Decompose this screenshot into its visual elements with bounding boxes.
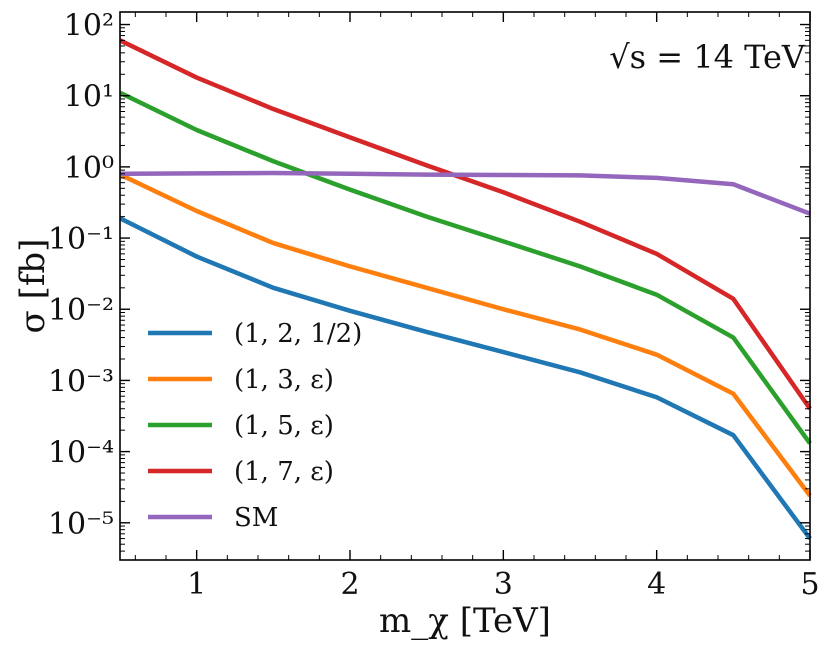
series-line-0 [118,216,812,540]
x-tick-label: 4 [647,567,666,602]
x-tick-label: 5 [800,567,819,602]
series-line-1 [119,172,812,498]
series-group [118,38,812,540]
y-axis-label: σ [fb] [13,239,53,334]
y-tick-label: 10² [64,9,114,44]
x-tick-label: 1 [187,567,206,602]
y-tick-label: 10⁰ [64,151,114,186]
series-line-2 [119,90,812,445]
x-axis-label: m_χ [TeV] [379,601,551,641]
x-tick-label: 3 [494,567,513,602]
series-line-4 [119,170,811,216]
axes-box [119,11,811,561]
legend-label-4: SM [234,503,278,533]
legend-label-0: (1, 2, 1/2) [234,319,362,349]
legend-label-3: (1, 7, ε) [234,457,334,487]
legend: (1, 2, 1/2) (1, 3, ε) (1, 5, ε) (1, 7, ε) SM [148,319,362,533]
y-tick-label: 10⁻⁵ [48,507,114,542]
y-tick-label: 10⁻¹ [48,222,114,257]
y-tick-label: 10⁻⁴ [48,436,114,471]
y-tick-label: 10¹ [64,80,114,115]
y-tick-label: 10⁻³ [48,364,114,399]
series-line-3 [119,38,812,411]
axis-ticks: 1 2 3 4 5 10² 10¹ 10⁰ 10⁻¹ 10⁻² 10⁻³ 10⁻⁴ 10⁻⁵ [48,9,820,602]
x-tick-label: 2 [340,567,359,602]
plot-frame [119,11,811,561]
energy-annotation: √s = 14 TeV [609,38,806,76]
y-tick-label: 10⁻² [48,293,114,328]
legend-label-1: (1, 3, ε) [234,365,334,395]
legend-label-2: (1, 5, ε) [234,411,334,441]
